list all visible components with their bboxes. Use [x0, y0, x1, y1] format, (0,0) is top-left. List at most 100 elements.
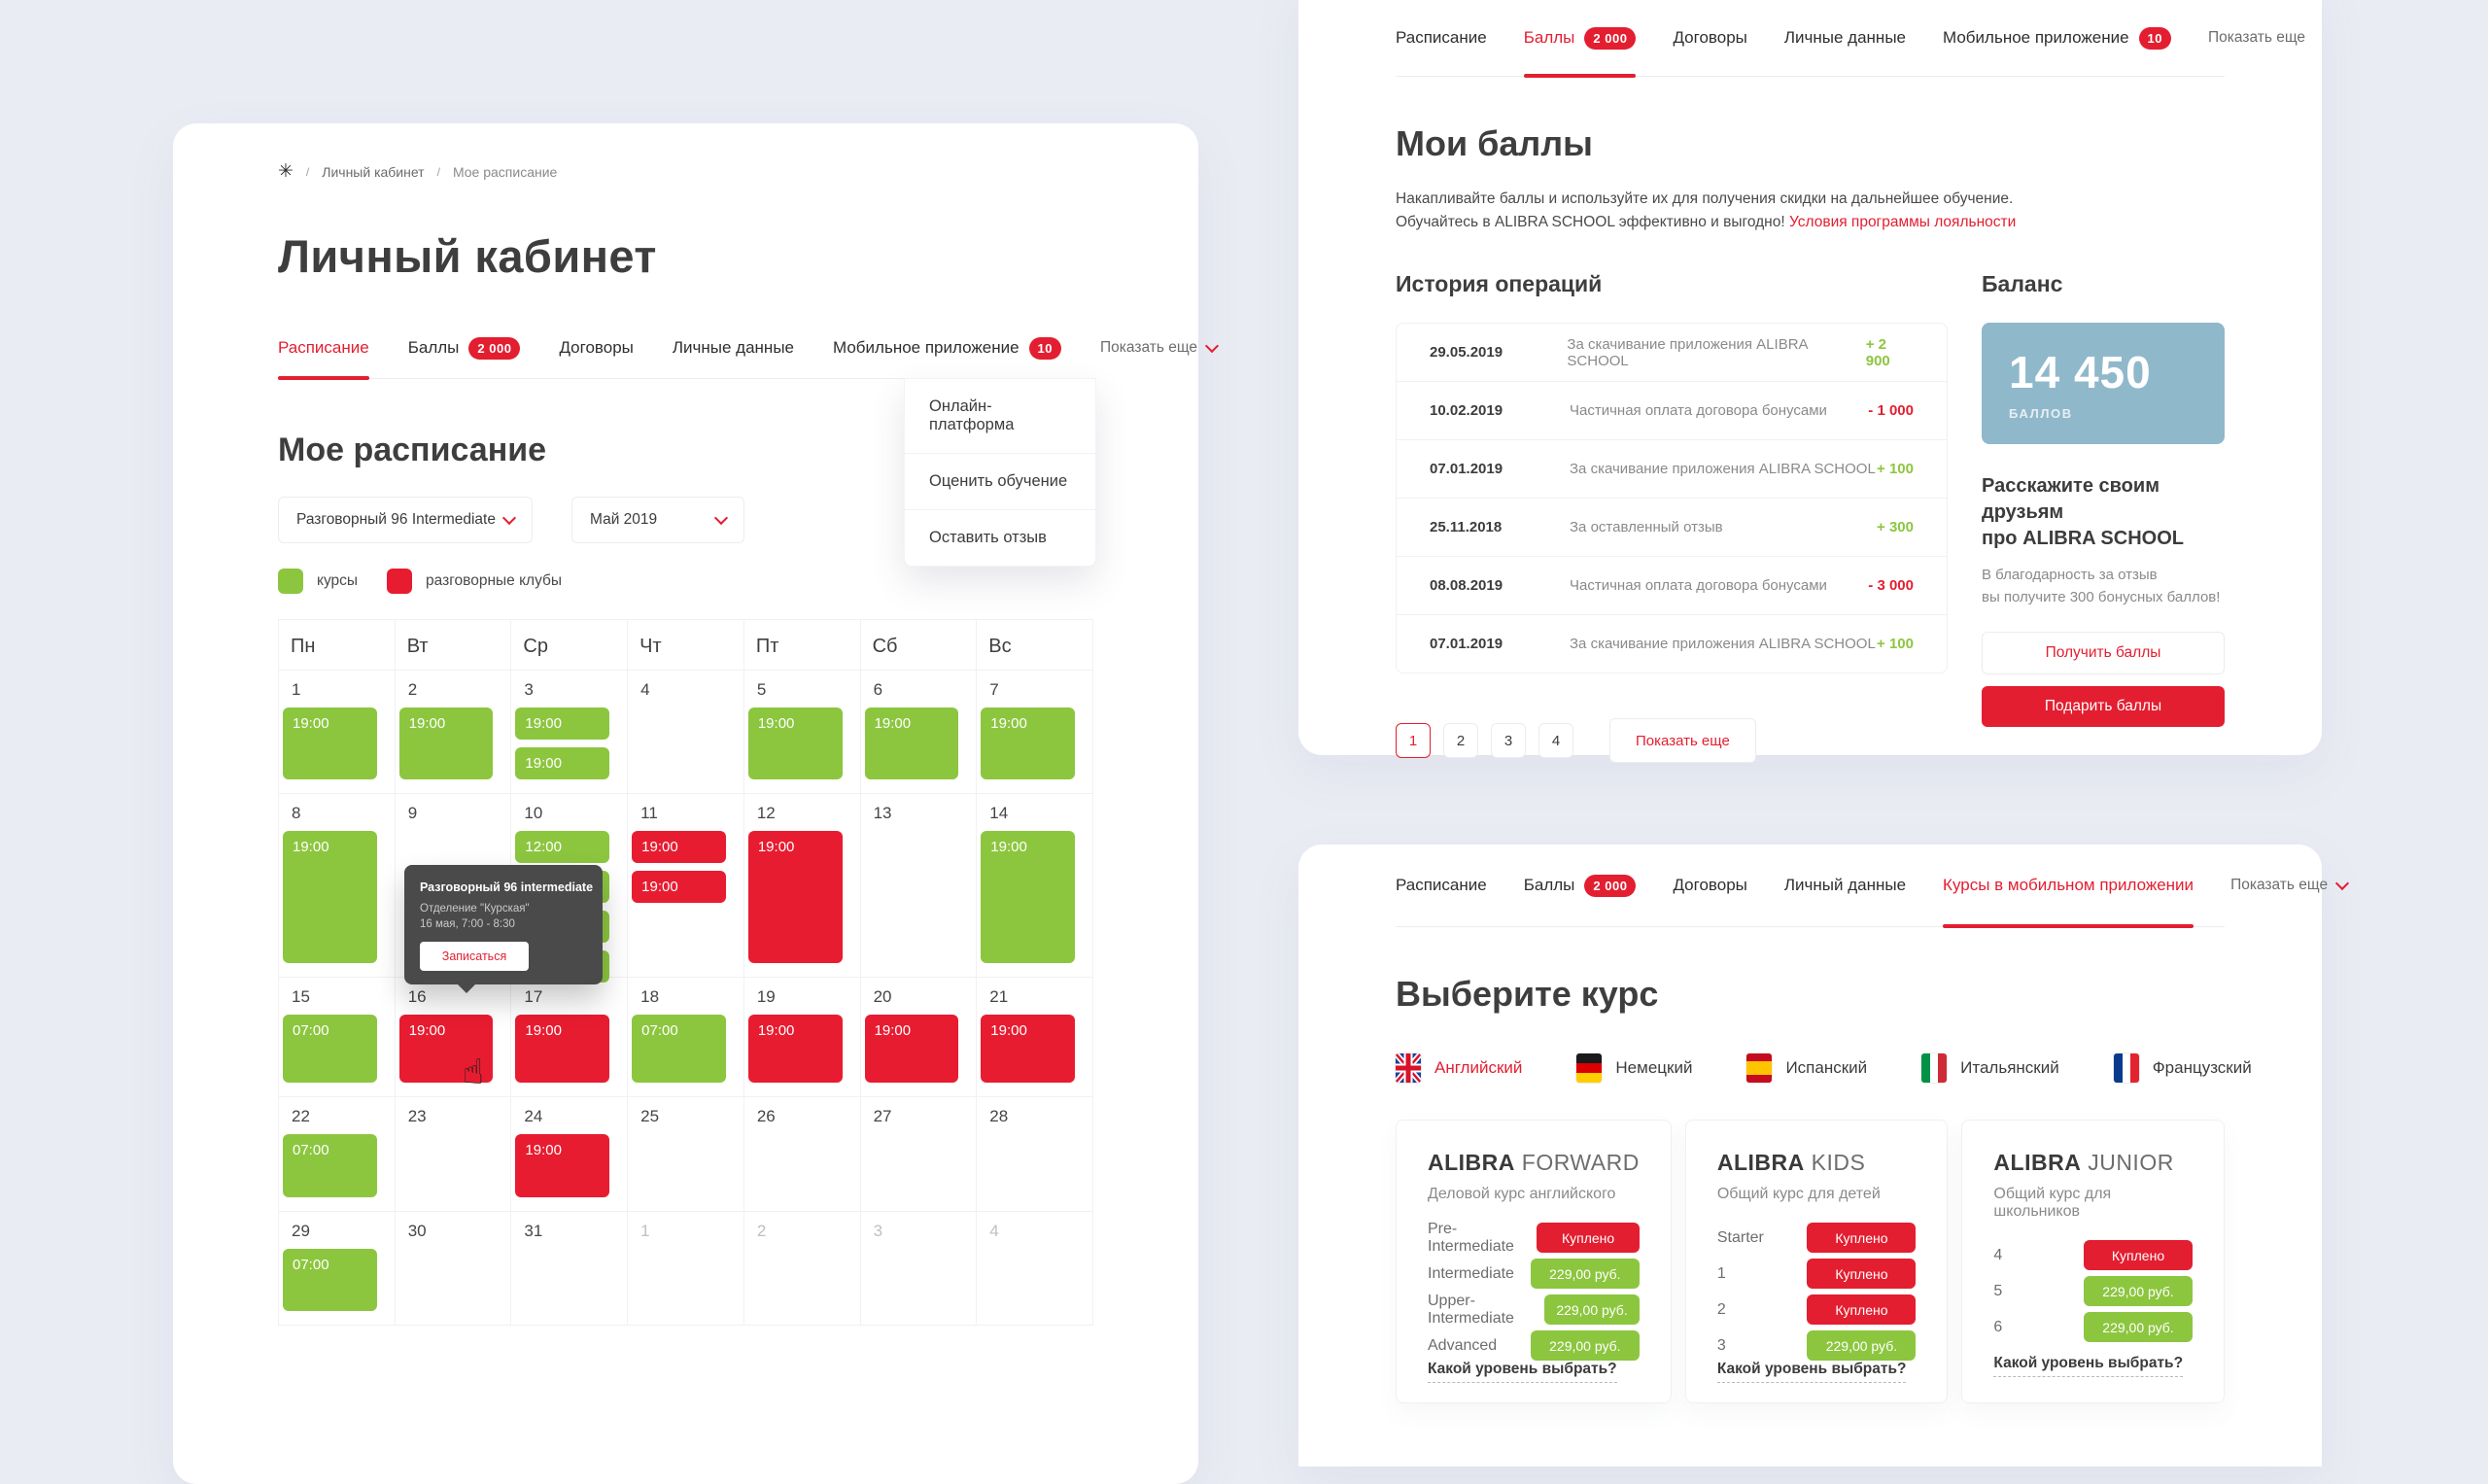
- course-subtitle: Общий курс для школьников: [1993, 1186, 2112, 1220]
- calendar-day: 23: [395, 1097, 512, 1212]
- menu-item-online-platform[interactable]: Онлайн-платформа: [929, 397, 1015, 433]
- level-price-button[interactable]: 229,00 руб.: [1807, 1330, 1917, 1361]
- level-row: Advanced 229,00 руб.: [1428, 1330, 1640, 1361]
- promo-text-line: вы получите 300 бонусных баллов!: [1982, 589, 2221, 605]
- language-selector: Английский Немецкий Испанский: [1396, 1053, 2252, 1083]
- app-badge: 10: [1028, 336, 1062, 360]
- loyalty-terms-link[interactable]: Условия программы лояльности: [1788, 214, 2017, 230]
- calendar-day: 25: [628, 1097, 744, 1212]
- gift-points-button[interactable]: Подарить баллы: [1982, 686, 2225, 727]
- event-block[interactable]: 19:00: [747, 831, 843, 963]
- course-select[interactable]: Разговорный 96 Intermediate: [278, 497, 533, 543]
- event-block[interactable]: 07:00: [632, 1015, 726, 1083]
- tab-points[interactable]: Баллы 2 000: [408, 318, 521, 378]
- level-price-button[interactable]: 229,00 руб.: [2084, 1276, 2193, 1306]
- event-block[interactable]: 07:00: [283, 1015, 377, 1083]
- calendar-day-next-month: 2: [743, 1212, 861, 1326]
- event-block[interactable]: 12:00: [515, 831, 610, 863]
- flag-uk-icon: [1396, 1053, 1421, 1083]
- level-bought-button[interactable]: Куплено: [1807, 1259, 1917, 1289]
- event-block[interactable]: 19:00: [515, 1134, 610, 1197]
- event-block[interactable]: 19:00: [981, 1015, 1075, 1083]
- row-date: 10.02.2019: [1430, 402, 1503, 419]
- tab-points[interactable]: Баллы 2 000: [1524, 845, 1637, 926]
- level-bought-button[interactable]: Куплено: [2084, 1240, 2193, 1270]
- weekday-label: Пт: [743, 620, 861, 671]
- course-brand: ALIBRA: [1993, 1150, 2082, 1175]
- day-number: 19: [756, 987, 776, 1006]
- event-block[interactable]: 19:00: [747, 1015, 843, 1083]
- tab-label: Расписание: [1396, 28, 1487, 47]
- alibra-logo-icon[interactable]: ✳: [278, 161, 294, 182]
- event-block[interactable]: 19:00: [747, 707, 843, 779]
- level-bought-button[interactable]: Куплено: [1537, 1223, 1640, 1253]
- month-select[interactable]: Май 2019: [571, 497, 744, 543]
- tab-mobile-courses[interactable]: Курсы в мобильном приложении: [1943, 845, 2194, 928]
- menu-item-rate-training[interactable]: Оценить обучение: [905, 453, 1095, 509]
- page-button-2[interactable]: 2: [1443, 723, 1478, 758]
- event-block[interactable]: 19:00: [632, 831, 726, 863]
- event-block[interactable]: 19:00: [632, 871, 726, 903]
- tab-contracts[interactable]: Договоры: [1673, 0, 1746, 76]
- tab-label: Баллы: [1523, 876, 1575, 894]
- load-more-button[interactable]: Показать еще: [1609, 718, 1756, 763]
- tab-mobile-app[interactable]: Мобильное приложение 10: [1943, 0, 2172, 76]
- event-block[interactable]: 07:00: [283, 1249, 377, 1311]
- event-block[interactable]: 19:00: [398, 1015, 494, 1083]
- calendar-day: 5 19:00: [743, 671, 861, 794]
- language-english[interactable]: Английский: [1396, 1053, 1522, 1083]
- menu-item-leave-review[interactable]: Оставить отзыв: [905, 509, 1095, 566]
- page-button-4[interactable]: 4: [1538, 723, 1573, 758]
- tab-personal-data[interactable]: Личные данные: [1784, 0, 1906, 76]
- calendar-day: 27: [860, 1097, 978, 1212]
- breadcrumb-item-cabinet[interactable]: Личный кабинет: [322, 163, 425, 180]
- tab-personal-data[interactable]: Личный данные: [1784, 845, 1906, 926]
- language-italian[interactable]: Итальянский: [1921, 1053, 2059, 1083]
- breadcrumb-item-schedule: Мое расписание: [452, 163, 558, 180]
- event-block[interactable]: 07:00: [283, 1134, 377, 1197]
- calendar: Пн Вт Ср Чт Пт Сб Вс 1 19:00 2 19:00 3: [278, 619, 1093, 1326]
- show-more-button[interactable]: Показать еще: [2208, 29, 2305, 47]
- calendar-day: 15 07:00: [279, 978, 396, 1097]
- day-number: 15: [292, 987, 310, 1006]
- level-price-button[interactable]: 229,00 руб.: [1544, 1294, 1640, 1325]
- show-more-button[interactable]: Показать еще: [2230, 876, 2350, 894]
- event-block[interactable]: 19:00: [283, 831, 377, 963]
- page-button-3[interactable]: 3: [1491, 723, 1526, 758]
- tab-schedule[interactable]: Расписание: [278, 318, 369, 380]
- tab-points[interactable]: Баллы 2 000: [1523, 0, 1637, 78]
- show-more-button[interactable]: Показать еще: [1100, 338, 1220, 357]
- event-block[interactable]: 19:00: [981, 707, 1075, 779]
- level-bought-button[interactable]: Куплено: [1807, 1223, 1917, 1253]
- event-block[interactable]: 19:00: [515, 707, 610, 740]
- page-button-1[interactable]: 1: [1396, 723, 1431, 758]
- event-block[interactable]: 19:00: [981, 831, 1075, 963]
- get-points-button[interactable]: Получить баллы: [1982, 632, 2225, 674]
- level-bought-button[interactable]: Куплено: [1807, 1294, 1917, 1325]
- event-block[interactable]: 19:00: [398, 707, 494, 779]
- tab-contracts[interactable]: Договоры: [1673, 845, 1746, 926]
- event-block[interactable]: 19:00: [515, 1015, 610, 1083]
- tab-schedule[interactable]: Расписание: [1396, 845, 1487, 926]
- level-price-button[interactable]: 229,00 руб.: [2084, 1312, 2193, 1342]
- tab-schedule[interactable]: Расписание: [1396, 0, 1487, 76]
- event-block[interactable]: 19:00: [515, 747, 610, 779]
- which-level-link[interactable]: Какой уровень выбрать?: [1428, 1361, 1617, 1383]
- enroll-button[interactable]: Записаться: [420, 942, 529, 971]
- level-price-button[interactable]: 229,00 руб.: [1530, 1259, 1640, 1289]
- which-level-link[interactable]: Какой уровень выбрать?: [1993, 1355, 2184, 1377]
- language-french[interactable]: Французский: [2113, 1053, 2252, 1083]
- language-german[interactable]: Немецкий: [1576, 1053, 1692, 1083]
- tab-mobile-app[interactable]: Мобильное приложение 10: [833, 318, 1062, 378]
- which-level-link[interactable]: Какой уровень выбрать?: [1716, 1361, 1907, 1383]
- event-block[interactable]: 19:00: [864, 1015, 959, 1083]
- level-price-button[interactable]: 229,00 руб.: [1530, 1330, 1640, 1361]
- calendar-day: 11 19:00 19:00: [628, 794, 744, 978]
- tab-bar: Расписание Баллы 2 000 Договоры Личные д…: [278, 318, 1220, 380]
- tab-contracts[interactable]: Договоры: [559, 318, 633, 378]
- tab-personal-data[interactable]: Личные данные: [673, 318, 794, 378]
- red-swatch-icon: [387, 569, 413, 594]
- language-spanish[interactable]: Испанский: [1746, 1053, 1867, 1083]
- event-block[interactable]: 19:00: [864, 707, 959, 779]
- event-block[interactable]: 19:00: [283, 707, 377, 779]
